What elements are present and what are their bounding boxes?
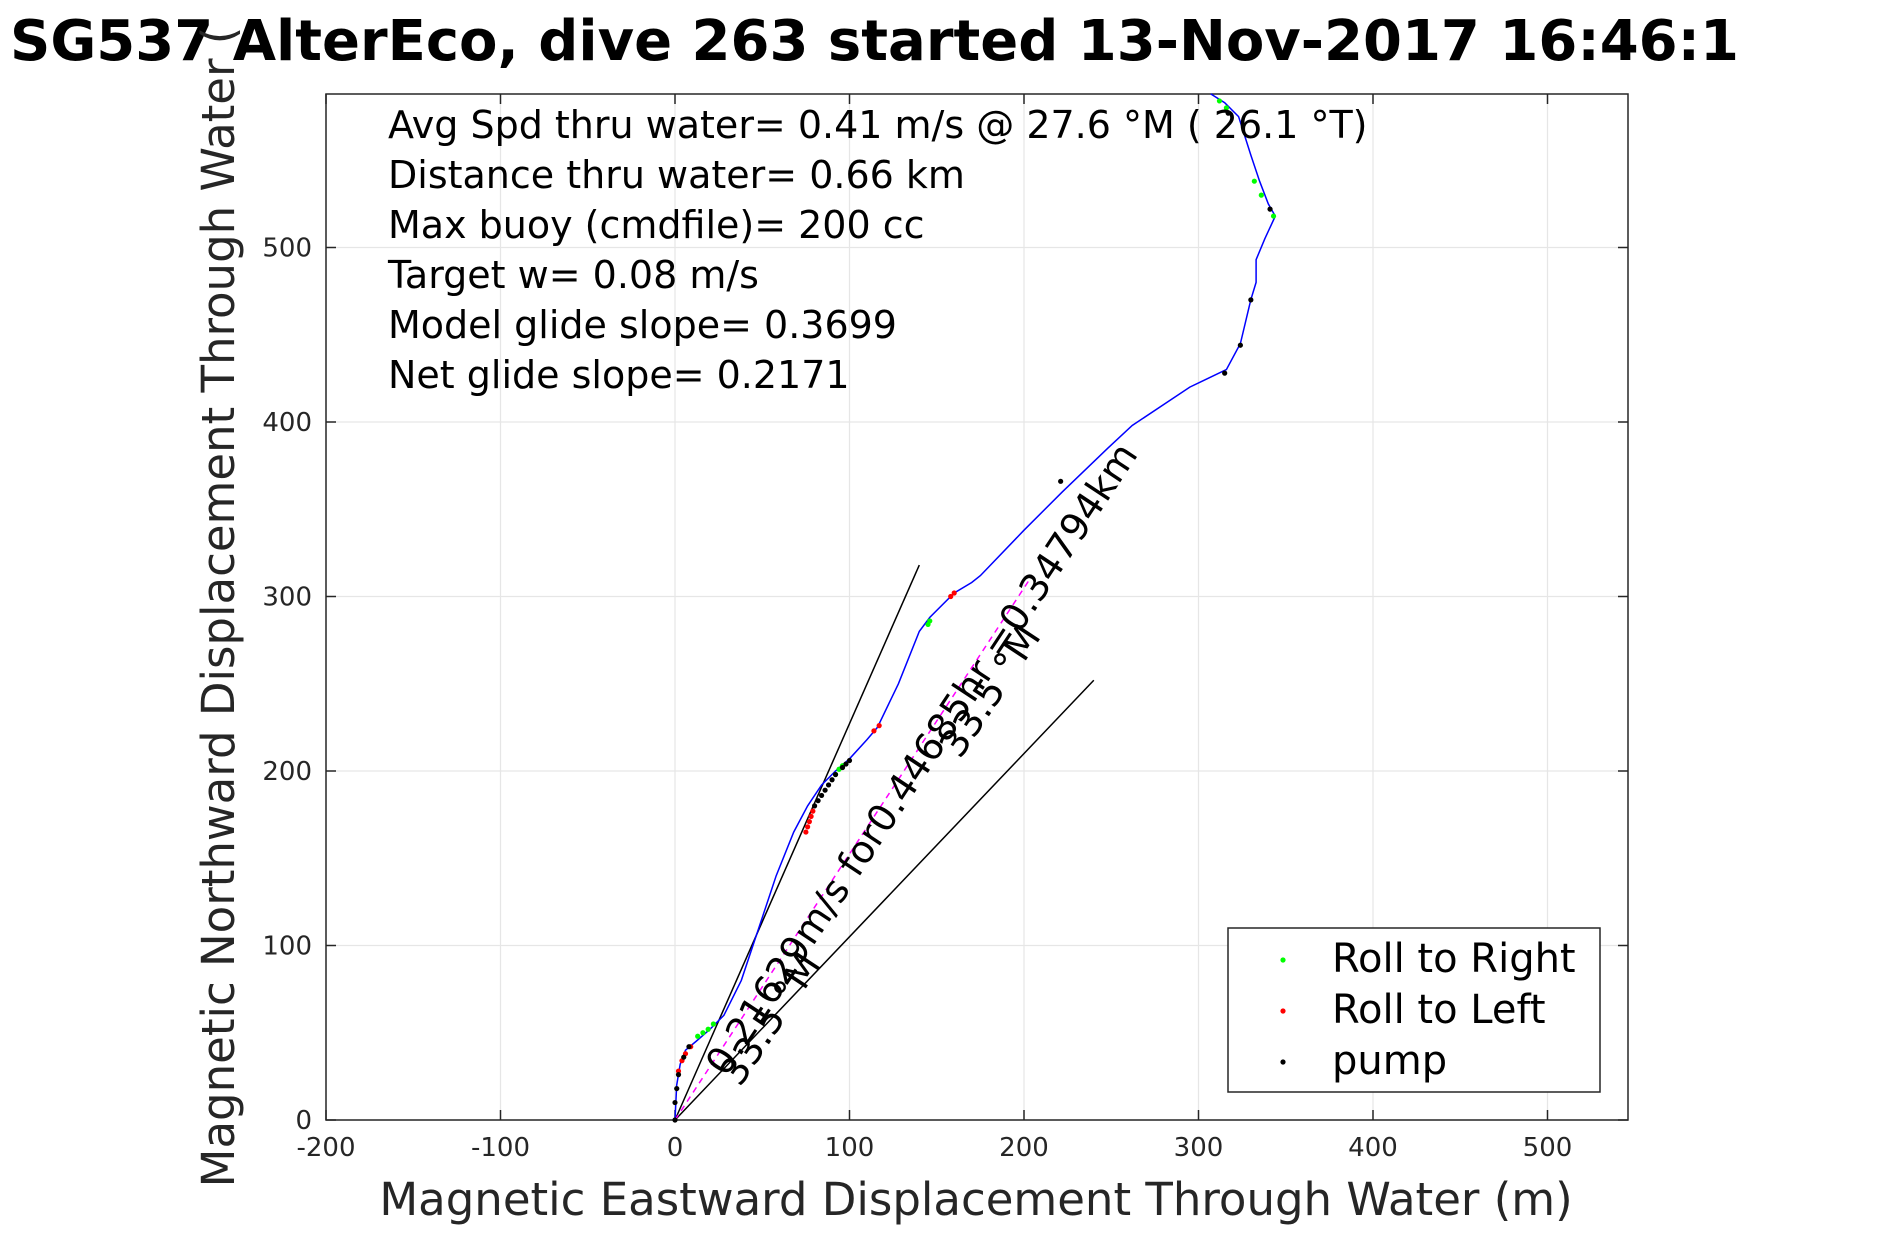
y-axis-label: Magnetic Northward Displacement Through … <box>192 27 245 1188</box>
marker-pump <box>843 761 849 767</box>
bearing-dashed-line <box>674 576 1032 1121</box>
x-tick-label: 300 <box>1174 1133 1224 1163</box>
legend-label-roll-left: Roll to Left <box>1332 987 1546 1033</box>
marker-roll-to-left <box>876 723 882 729</box>
plot-frame <box>325 93 1629 1121</box>
grid <box>325 94 1628 1121</box>
marker-pump <box>832 771 839 778</box>
legend: Roll to Right Roll to Left pump <box>1227 927 1601 1093</box>
marker-roll-to-left <box>803 829 809 835</box>
marker-pump <box>1222 370 1228 376</box>
marker-roll-to-left <box>810 808 816 814</box>
legend-marker-roll-right <box>1280 957 1286 963</box>
x-tick-label: -200 <box>296 1133 355 1163</box>
chart-title: SG537 AlterEco, dive 263 started 13-Nov-… <box>10 9 1739 74</box>
marker-roll-to-right <box>710 1021 716 1027</box>
marker-pump <box>672 1117 678 1123</box>
marker-roll-to-left <box>951 590 957 596</box>
marker-roll-to-left <box>808 813 814 819</box>
info-line: Max buoy (cmdfile)= 200 cc <box>388 203 925 247</box>
x-tick-label: 0 <box>667 1133 684 1163</box>
heading-line <box>674 564 920 1121</box>
y-tick-label: 300 <box>262 583 312 613</box>
marker-pump <box>1237 342 1243 348</box>
legend-box <box>1227 927 1601 1093</box>
marker-pump <box>674 1085 680 1092</box>
info-line: Net glide slope= 0.2171 <box>388 353 850 397</box>
info-line: Target w= 0.08 m/s <box>387 253 759 297</box>
marker-roll-to-right <box>1251 178 1257 184</box>
marker-pump <box>818 792 825 799</box>
legend-label-roll-right: Roll to Right <box>1332 936 1576 982</box>
marker-roll-to-right <box>1216 98 1223 104</box>
x-tick-label: 200 <box>999 1133 1049 1163</box>
speed-annotation: 0.21629m/s for0.44685hr =0.34794km <box>697 435 1147 1083</box>
marker-roll-to-right <box>1270 213 1277 219</box>
marker-pump <box>825 782 832 788</box>
marker-roll-to-left <box>948 593 954 600</box>
y-tick-label: 500 <box>262 234 312 264</box>
marker-pump <box>686 1044 692 1050</box>
marker-pump <box>829 777 835 783</box>
y-tick-label: 0 <box>295 1106 312 1136</box>
marker-roll-to-left <box>871 728 877 734</box>
marker-roll-to-right <box>705 1026 711 1032</box>
marker-pump <box>681 1054 687 1060</box>
heading-lines <box>674 564 1095 1121</box>
marker-pump <box>1248 297 1254 303</box>
legend-label-pump: pump <box>1332 1038 1447 1084</box>
marker-roll-to-right <box>927 618 933 624</box>
legend-marker-roll-left <box>1280 1008 1286 1014</box>
marker-pump <box>812 803 818 809</box>
marker-layer <box>672 98 1277 1123</box>
marker-roll-to-left <box>805 824 811 830</box>
x-axis-label: Magnetic Eastward Displacement Through W… <box>379 1173 1572 1226</box>
marker-roll-to-right <box>695 1033 701 1039</box>
info-line: Avg Spd thru water= 0.41 m/s @ 27.6 °M (… <box>388 103 1368 147</box>
legend-marker-pump <box>1280 1059 1286 1065</box>
info-line: Distance thru water= 0.66 km <box>388 153 965 197</box>
x-tick-label: 400 <box>1348 1133 1398 1163</box>
marker-pump <box>815 798 821 804</box>
marker-pump <box>1267 206 1273 212</box>
x-tick-label: -100 <box>471 1133 530 1163</box>
marker-pump <box>822 787 828 793</box>
marker-roll-to-left <box>806 819 812 825</box>
heading-line <box>674 679 1095 1121</box>
marker-pump <box>1058 478 1064 484</box>
marker-roll-to-right <box>1258 192 1264 198</box>
info-text-block: Avg Spd thru water= 0.41 m/s @ 27.6 °M (… <box>387 103 1368 397</box>
marker-pump <box>675 1072 682 1078</box>
y-tick-label: 100 <box>262 932 312 962</box>
x-axis-ticks: -200 -100 0 100 200 300 400 500 <box>296 94 1572 1163</box>
marker-roll-to-right <box>1223 105 1230 111</box>
marker-roll-to-right <box>700 1030 706 1036</box>
info-line: Model glide slope= 0.3699 <box>388 303 897 347</box>
marker-pump <box>1225 110 1231 116</box>
marker-pump <box>846 757 853 764</box>
marker-pump <box>839 764 846 771</box>
x-tick-label: 500 <box>1523 1133 1573 1163</box>
y-axis-ticks: 0 100 200 300 400 500 <box>262 234 1628 1136</box>
y-tick-label: 200 <box>262 757 312 787</box>
y-tick-label: 400 <box>262 408 312 438</box>
marker-pump <box>672 1099 678 1106</box>
x-tick-label: 100 <box>825 1133 875 1163</box>
